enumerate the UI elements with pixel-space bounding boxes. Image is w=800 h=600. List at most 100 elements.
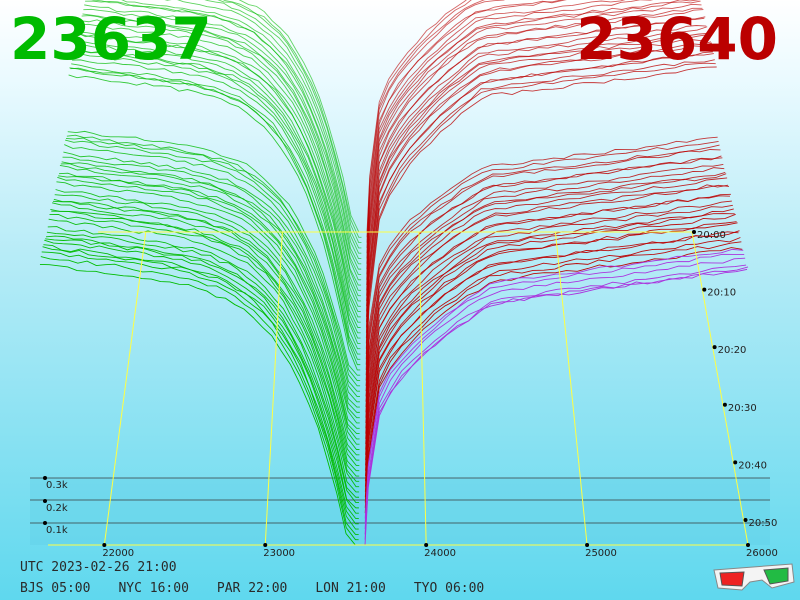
grid-price-line bbox=[264, 231, 283, 546]
utc-time: UTC 2023-02-26 21:00 bbox=[20, 560, 177, 575]
volume-tick-dot bbox=[43, 499, 47, 503]
bid-depth-line bbox=[217, 0, 362, 244]
ask-depth-line bbox=[366, 26, 708, 317]
bid-depth-line bbox=[48, 218, 360, 493]
bid-depth-line bbox=[71, 63, 361, 355]
price-tick-dot bbox=[424, 543, 429, 547]
timezone-nyc: NYC 16:00 bbox=[118, 581, 189, 596]
ask-depth-line bbox=[365, 66, 717, 370]
bid-depth-line bbox=[72, 52, 361, 344]
bid-depth-line bbox=[83, 8, 362, 281]
bid-depth-line bbox=[42, 246, 359, 530]
bid-depth-line bbox=[53, 198, 360, 461]
ask-depth-line bbox=[365, 32, 709, 323]
ask-depth-line bbox=[366, 0, 701, 280]
ask-depth-line bbox=[365, 53, 714, 355]
bid-depth-line bbox=[68, 74, 361, 371]
bid-depth-line bbox=[60, 163, 360, 419]
ask-depth-line bbox=[365, 41, 712, 339]
ask-depth-line bbox=[366, 0, 472, 238]
bid-depth-line bbox=[55, 189, 360, 450]
ask-depth-line bbox=[365, 167, 725, 413]
3d-glasses-icon[interactable] bbox=[712, 562, 796, 592]
bid-depth-line bbox=[56, 181, 360, 445]
price-tick-label: 22000 bbox=[102, 548, 134, 559]
ask-depth-line bbox=[365, 59, 715, 360]
ask-depth-line bbox=[366, 0, 486, 243]
volume-tick-label: 0.1k bbox=[46, 525, 68, 536]
bid-depth-line bbox=[238, 0, 362, 233]
bid-depth-line bbox=[204, 0, 362, 249]
ask-depth-line bbox=[365, 144, 720, 386]
bid-depth-line bbox=[58, 175, 360, 435]
price-tick-dot bbox=[263, 543, 268, 547]
bid-depth-line bbox=[44, 239, 359, 519]
bid-depth-line bbox=[81, 15, 361, 291]
bid-depth-line bbox=[80, 19, 361, 297]
time-tick-dot bbox=[733, 460, 738, 465]
time-tick-label: 20:30 bbox=[728, 403, 757, 414]
bid-depth-line bbox=[222, 0, 362, 238]
bid-depth-line bbox=[57, 176, 360, 440]
ask-depth-line bbox=[366, 3, 702, 286]
price-tick-dot bbox=[746, 543, 750, 547]
time-tick-label: 20:10 bbox=[707, 288, 736, 299]
time-tick-dot bbox=[692, 230, 696, 234]
ask-depth-line bbox=[366, 0, 506, 248]
price-tick-dot bbox=[102, 543, 107, 547]
ask-depth-line bbox=[366, 0, 467, 233]
time-tick-dot bbox=[712, 345, 717, 350]
bid-depth-line bbox=[52, 200, 360, 466]
ask-depth-line bbox=[366, 0, 564, 259]
ask-depth-line bbox=[365, 38, 711, 333]
bid-depth-line bbox=[76, 39, 361, 323]
timezone-bjs: BJS 05:00 bbox=[20, 581, 91, 596]
chart-floor bbox=[30, 477, 770, 545]
time-tick-dot bbox=[722, 402, 727, 407]
time-tick-dot bbox=[743, 517, 748, 522]
price-tick-label: 24000 bbox=[424, 548, 456, 559]
bid-depth-line bbox=[69, 67, 361, 366]
price-tick-dot bbox=[585, 543, 590, 547]
ask-depth-line bbox=[366, 16, 706, 307]
bid-depth-line bbox=[66, 134, 361, 381]
bid-depth-line bbox=[61, 161, 360, 413]
bid-depth-line bbox=[79, 23, 361, 302]
bid-depth-line bbox=[121, 0, 362, 259]
ask-depth-line bbox=[364, 237, 741, 503]
chart-grid bbox=[48, 231, 749, 546]
bid-depth-line bbox=[78, 31, 361, 307]
ask-depth-line bbox=[365, 34, 710, 328]
bid-depth-line bbox=[75, 44, 361, 328]
bid-depth-line bbox=[47, 226, 360, 498]
timezone-par: PAR 22:00 bbox=[216, 581, 288, 596]
ask-depth-line bbox=[366, 7, 703, 291]
bid-depth-line bbox=[84, 4, 362, 275]
ask-depth-line bbox=[366, 25, 707, 312]
bid-depth-line bbox=[59, 172, 360, 429]
bid-depth-line bbox=[51, 210, 360, 477]
ask-depth-line bbox=[366, 0, 654, 270]
ask-depth-line bbox=[365, 173, 727, 424]
ask-depth-line bbox=[365, 136, 718, 376]
bid-depth-line bbox=[73, 50, 361, 339]
ask-depth-line bbox=[364, 231, 739, 492]
bid-depth-line bbox=[82, 13, 362, 286]
bid-depth-line bbox=[74, 48, 361, 334]
chart-floor-band bbox=[30, 478, 770, 545]
bid-depth-line bbox=[164, 0, 362, 254]
bid-depth-line bbox=[41, 251, 359, 535]
chart-axes: 22000 23000 24000 25000 26000 0.1k 0.2k 0.3k 20:… bbox=[43, 230, 778, 559]
bid-depth-line bbox=[65, 137, 361, 387]
grid-price-line bbox=[554, 231, 588, 546]
grid-price-line bbox=[103, 231, 147, 546]
volume-tick-dot bbox=[43, 476, 47, 480]
ask-depth-line bbox=[365, 184, 729, 434]
bid-depth-line bbox=[45, 238, 359, 514]
volume-tick-label: 0.2k bbox=[46, 503, 68, 514]
ask-depth-line bbox=[366, 9, 704, 296]
ask-depth-line bbox=[365, 200, 732, 455]
price-tick-label: 26000 bbox=[746, 548, 778, 559]
ask-depth-line bbox=[365, 42, 713, 344]
